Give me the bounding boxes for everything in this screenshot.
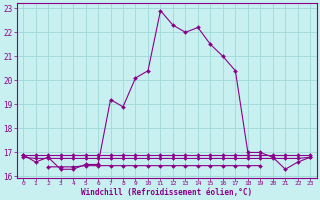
X-axis label: Windchill (Refroidissement éolien,°C): Windchill (Refroidissement éolien,°C) [81,188,252,197]
